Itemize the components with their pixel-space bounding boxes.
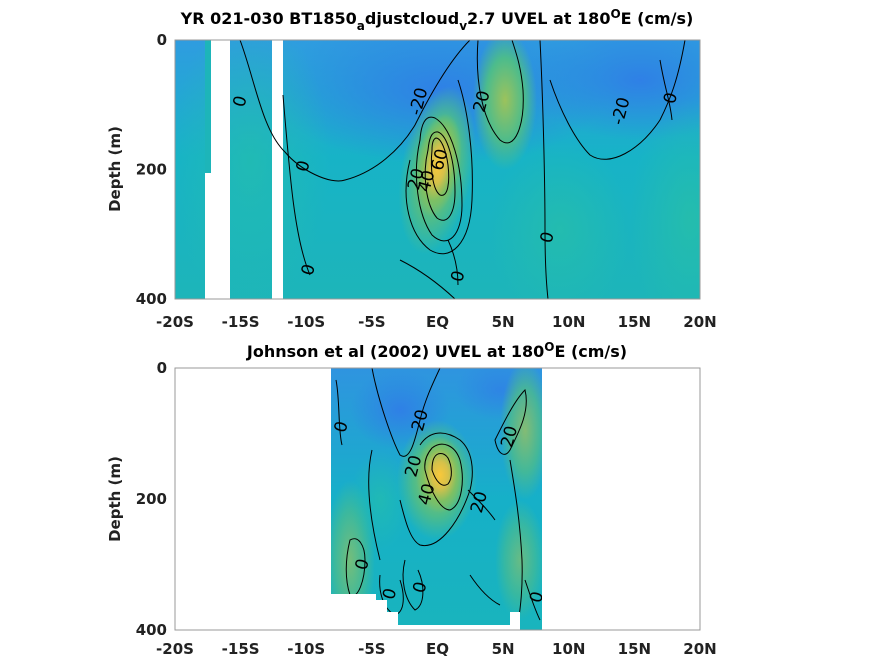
x-tick-label: 15N bbox=[618, 313, 651, 331]
x-tick-label: 5N bbox=[492, 313, 515, 331]
contour-label: 0 bbox=[293, 158, 315, 174]
x-tick-label: EQ bbox=[426, 313, 449, 331]
panel1-title: YR 021-030 BT1850adjustcloudv2.7 UVEL at… bbox=[180, 7, 694, 33]
y-tick-label: 0 bbox=[157, 359, 167, 377]
x-tick-label: EQ bbox=[426, 640, 449, 656]
panel1-contours bbox=[239, 40, 686, 299]
y-tick-label: 200 bbox=[136, 161, 167, 179]
contour-label: 0 bbox=[447, 269, 469, 285]
y-tick-label: 200 bbox=[136, 490, 167, 508]
x-tick-label: -5S bbox=[358, 640, 385, 656]
y-tick-label: 0 bbox=[157, 31, 167, 49]
y-tick-label: 400 bbox=[136, 290, 167, 308]
contour-label: 0 bbox=[230, 94, 252, 110]
contour-label: 0 bbox=[352, 557, 374, 573]
x-tick-label: 20N bbox=[683, 640, 716, 656]
x-tick-label: -15S bbox=[222, 313, 260, 331]
contour-label: 0 bbox=[298, 262, 320, 278]
contour-label: 0 bbox=[526, 589, 548, 605]
x-tick-label: -20S bbox=[156, 313, 194, 331]
x-tick-label: -10S bbox=[287, 313, 325, 331]
panel2-y-ticks: 0 200 400 bbox=[136, 359, 167, 639]
contour-label: 0 bbox=[660, 90, 682, 106]
panel2-title: Johnson et al (2002) UVEL at 180OE (cm/s… bbox=[246, 340, 627, 361]
observations-uvel-panel: Johnson et al (2002) UVEL at 180OE (cm/s… bbox=[106, 340, 717, 656]
y-tick-label: 400 bbox=[136, 621, 167, 639]
x-tick-label: -20S bbox=[156, 640, 194, 656]
panel2-contours bbox=[335, 368, 541, 626]
missing-data-column bbox=[272, 40, 283, 299]
contour-label: 0 bbox=[537, 230, 559, 246]
x-tick-label: -5S bbox=[358, 313, 385, 331]
panel1-y-ticks: 0 200 400 bbox=[136, 31, 167, 308]
x-tick-label: 5N bbox=[492, 640, 515, 656]
panel1-axes-frame bbox=[174, 39, 701, 300]
x-tick-label: 20N bbox=[683, 313, 716, 331]
panel1-x-ticks: -20S -15S -10S -5S EQ 5N 10N 15N 20N bbox=[156, 313, 717, 331]
panel2-axes-frame bbox=[174, 367, 701, 631]
panel2-x-ticks: -20S -15S -10S -5S EQ 5N 10N 15N 20N bbox=[156, 640, 717, 656]
contour-label: 0 bbox=[409, 580, 431, 596]
model-uvel-panel: YR 021-030 BT1850adjustcloudv2.7 UVEL at… bbox=[106, 7, 717, 331]
contour-label: 0 bbox=[379, 586, 401, 602]
x-tick-label: 10N bbox=[552, 313, 585, 331]
x-tick-label: -15S bbox=[222, 640, 260, 656]
panel1-y-axis-label: Depth (m) bbox=[106, 126, 124, 212]
x-tick-label: 15N bbox=[618, 640, 651, 656]
x-tick-label: -10S bbox=[287, 640, 325, 656]
x-tick-label: 10N bbox=[552, 640, 585, 656]
panel2-y-axis-label: Depth (m) bbox=[106, 456, 124, 542]
contour-label: 0 bbox=[331, 419, 353, 435]
